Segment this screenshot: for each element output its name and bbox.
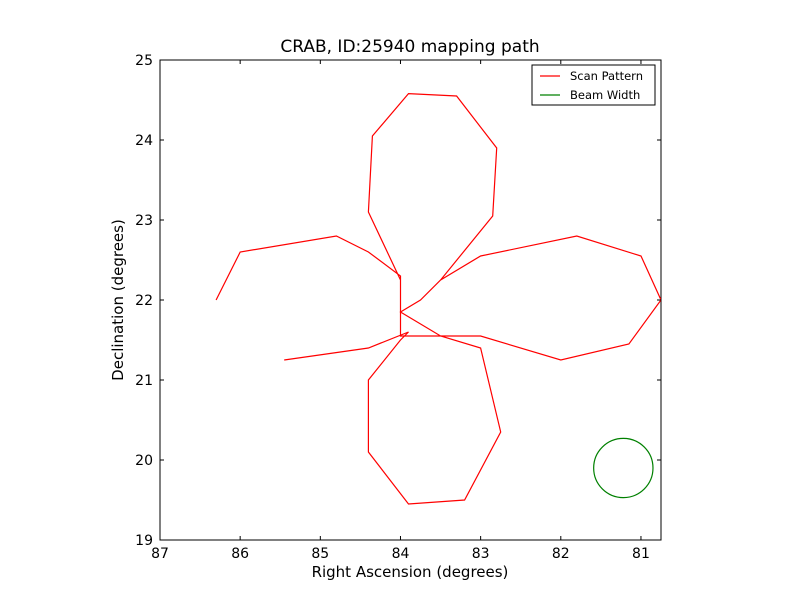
y-tick-label: 24 xyxy=(135,133,153,149)
legend: Scan Pattern Beam Width xyxy=(531,64,656,106)
x-tick-label: 83 xyxy=(472,546,490,562)
y-tick-label: 22 xyxy=(135,293,153,309)
beam-width-circle xyxy=(593,437,654,499)
y-axis-label: Declination (degrees) xyxy=(109,219,127,381)
y-tick-label: 19 xyxy=(135,533,153,549)
x-tick-label: 85 xyxy=(311,546,329,562)
scan-pattern-line xyxy=(215,92,661,505)
y-tick-label: 21 xyxy=(135,373,153,389)
chart-title: CRAB, ID:25940 mapping path xyxy=(280,37,539,57)
y-tick-label: 25 xyxy=(135,53,153,69)
legend-beam-width-label: Beam Width xyxy=(570,88,640,102)
y-tick-label: 20 xyxy=(135,453,153,469)
plot-area xyxy=(159,59,662,541)
y-tick-label: 23 xyxy=(135,213,153,229)
legend-box xyxy=(531,64,656,106)
x-tick-label: 81 xyxy=(632,546,650,562)
x-tick-label: 84 xyxy=(392,546,410,562)
x-axis-label: Right Ascension (degrees) xyxy=(312,563,509,581)
axes-frame xyxy=(159,59,662,541)
x-tick-label: 87 xyxy=(151,546,169,562)
x-tick-label: 82 xyxy=(552,546,570,562)
legend-scan-pattern-label: Scan Pattern xyxy=(570,69,643,83)
x-tick-label: 86 xyxy=(231,546,249,562)
